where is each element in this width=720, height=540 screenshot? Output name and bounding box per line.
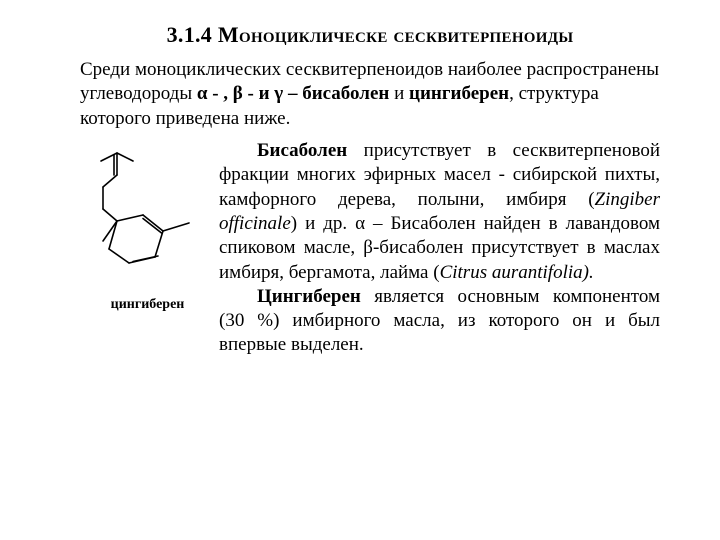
body-row: цингиберен Бисаболен присутствует в сеск…	[80, 139, 660, 358]
zingiberene-structure-icon	[83, 143, 213, 293]
section-heading: 3.1.4 Моноциклическе сесквитерпеноиды	[80, 22, 660, 48]
body-text: Бисаболен присутствует в сесквитерпеново…	[219, 139, 660, 358]
page: 3.1.4 Моноциклическе сесквитерпеноиды Ср…	[0, 0, 720, 540]
figure-caption: цингиберен	[111, 297, 185, 313]
paragraph-bisabolene: Бисаболен присутствует в сесквитерпеново…	[219, 139, 660, 285]
structure-figure: цингиберен	[80, 143, 215, 313]
intro-paragraph: Среди моноциклических сесквитерпеноидов …	[80, 58, 660, 131]
paragraph-zingiberene: Цингиберен является основным компонентом…	[219, 285, 660, 358]
